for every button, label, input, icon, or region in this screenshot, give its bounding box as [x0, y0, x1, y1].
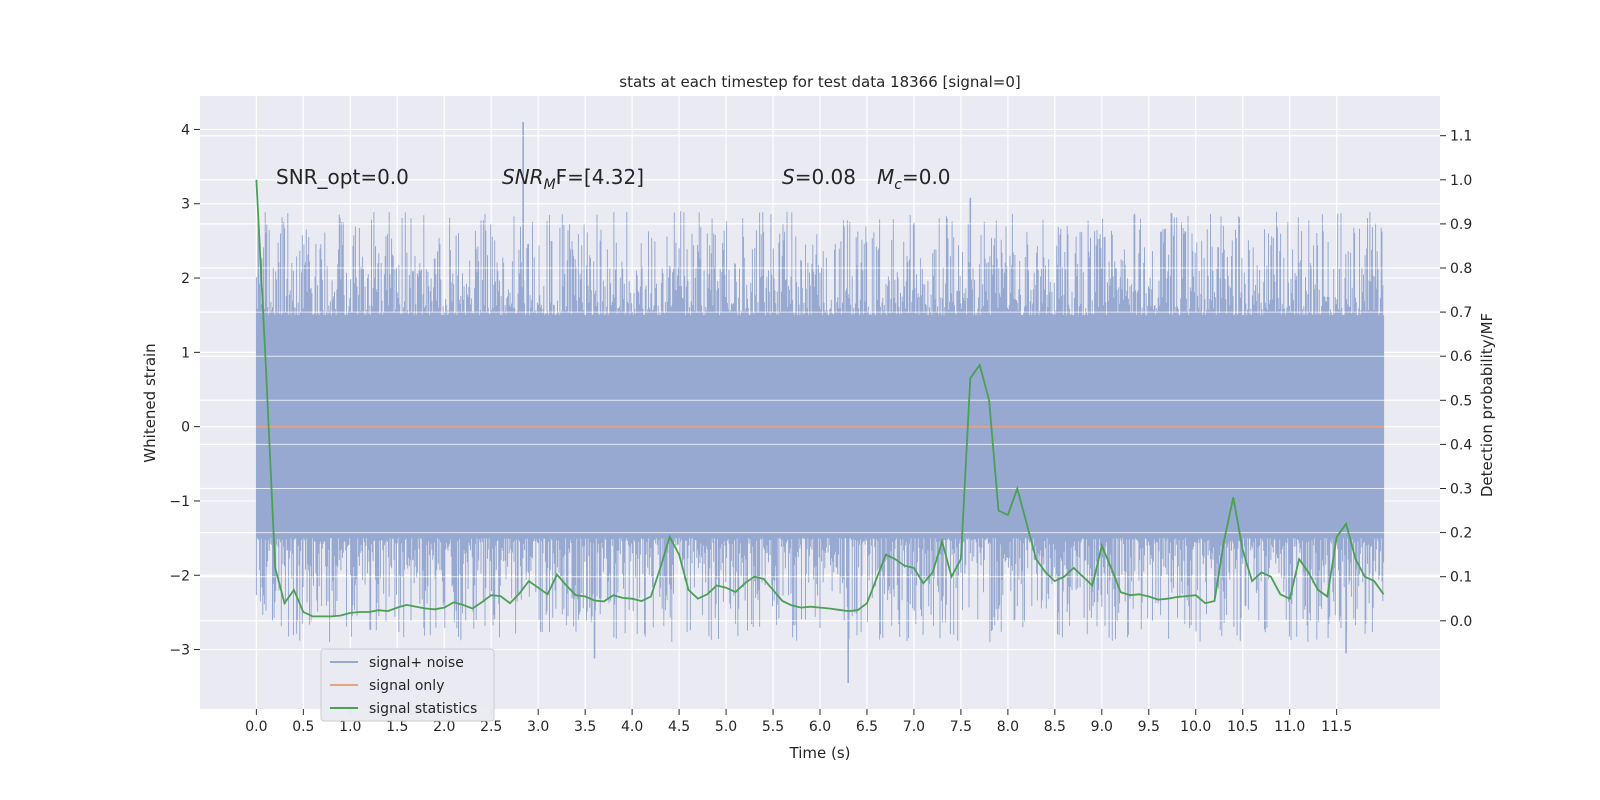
y-right-tick-label: 0.7 [1450, 305, 1472, 321]
x-tick-label: 5.5 [762, 719, 784, 735]
legend-label-signal-only: signal only [369, 678, 444, 694]
x-tick-label: 6.0 [809, 719, 831, 735]
x-tick-label: 8.5 [1044, 719, 1066, 735]
noise-series-line [255, 211, 1385, 643]
y-right-tick-label: 0.2 [1450, 526, 1472, 542]
x-tick-label: 0.0 [245, 719, 267, 735]
y-right-tick-label: 0.0 [1450, 614, 1472, 630]
y-tick-label: 4 [181, 122, 190, 138]
signal-statistics-line [255, 179, 1385, 618]
annotation-s: S=0.08 [782, 165, 856, 189]
y-axis-label: Whitened strain [141, 343, 159, 462]
x-tick-label: 9.0 [1091, 719, 1113, 735]
y-tick-label: 1 [181, 345, 190, 361]
snr-mf-tail: F=[4.32] [556, 165, 644, 189]
x-tick-label: 7.0 [903, 719, 925, 735]
x-tick-label: 11.0 [1274, 719, 1305, 735]
x-tick-label: 2.0 [433, 719, 455, 735]
y-tick-label: 3 [181, 197, 190, 213]
y-tick-label: −2 [169, 568, 190, 584]
y-tick-label: −3 [169, 643, 190, 659]
mc-subscript: c [894, 177, 902, 193]
y-right-tick-label: 0.6 [1450, 349, 1472, 365]
x-tick-label: 4.0 [621, 719, 643, 735]
x-tick-label: 3.5 [574, 719, 596, 735]
s-main: S [782, 165, 795, 189]
y-tick-label: 0 [181, 420, 190, 436]
y-right-tick-label: 1.0 [1450, 173, 1472, 189]
annotation-mc: Mc=0.0 [877, 165, 951, 193]
y-right-tick-label: 0.4 [1450, 437, 1472, 453]
x-tick-label: 7.5 [950, 719, 972, 735]
annotation-snr-opt: SNR_opt=0.0 [276, 165, 409, 189]
mc-main: M [877, 165, 894, 189]
y-right-tick-label: 0.9 [1450, 217, 1472, 233]
x-tick-label: 5.0 [715, 719, 737, 735]
y-tick-label: 2 [181, 271, 190, 287]
y-right-tick-label: 1.1 [1450, 129, 1472, 145]
y-right-tick-label: 0.5 [1450, 393, 1472, 409]
legend: signal+ noise signal only signal statist… [320, 648, 495, 722]
x-tick-label: 2.5 [480, 719, 502, 735]
x-tick-label: 10.5 [1227, 719, 1258, 735]
x-tick-label: 9.5 [1138, 719, 1160, 735]
legend-label-signal-statistics: signal statistics [369, 701, 477, 717]
plot-content [200, 122, 1440, 683]
x-tick-label: 3.0 [527, 719, 549, 735]
chart-title: stats at each timestep for test data 183… [619, 73, 1020, 91]
x-tick-label: 8.0 [997, 719, 1019, 735]
y-right-tick-label: 0.8 [1450, 261, 1472, 277]
annotation-snr-mf: SNRMF=[4.32] [502, 165, 644, 193]
legend-box [320, 648, 495, 722]
x-tick-label: 1.5 [386, 719, 408, 735]
x-tick-label: 11.5 [1321, 719, 1352, 735]
y-right-tick-label: 0.1 [1450, 570, 1472, 586]
mc-tail: =0.0 [902, 165, 951, 189]
x-tick-label: 4.5 [668, 719, 690, 735]
x-tick-label: 1.0 [339, 719, 361, 735]
snr-mf-main: SNR [502, 165, 544, 189]
x-tick-label: 6.5 [856, 719, 878, 735]
y-tick-label: −1 [169, 494, 190, 510]
y-right-tick-label: 0.3 [1450, 481, 1472, 497]
x-axis-label: Time (s) [789, 744, 851, 762]
snr-mf-subscript: M [544, 177, 556, 193]
legend-label-signal-noise: signal+ noise [369, 655, 464, 671]
s-tail: =0.08 [795, 165, 856, 189]
y-axis-right-label: Detection probability/MF [1478, 313, 1496, 497]
x-tick-label: 10.0 [1180, 719, 1211, 735]
axes: 0.0 0.5 1.0 1.5 2.0 2.5 3.0 3.5 4.0 4.5 5.0 5.5 6.0 6… [169, 122, 1472, 735]
x-tick-label: 0.5 [292, 719, 314, 735]
